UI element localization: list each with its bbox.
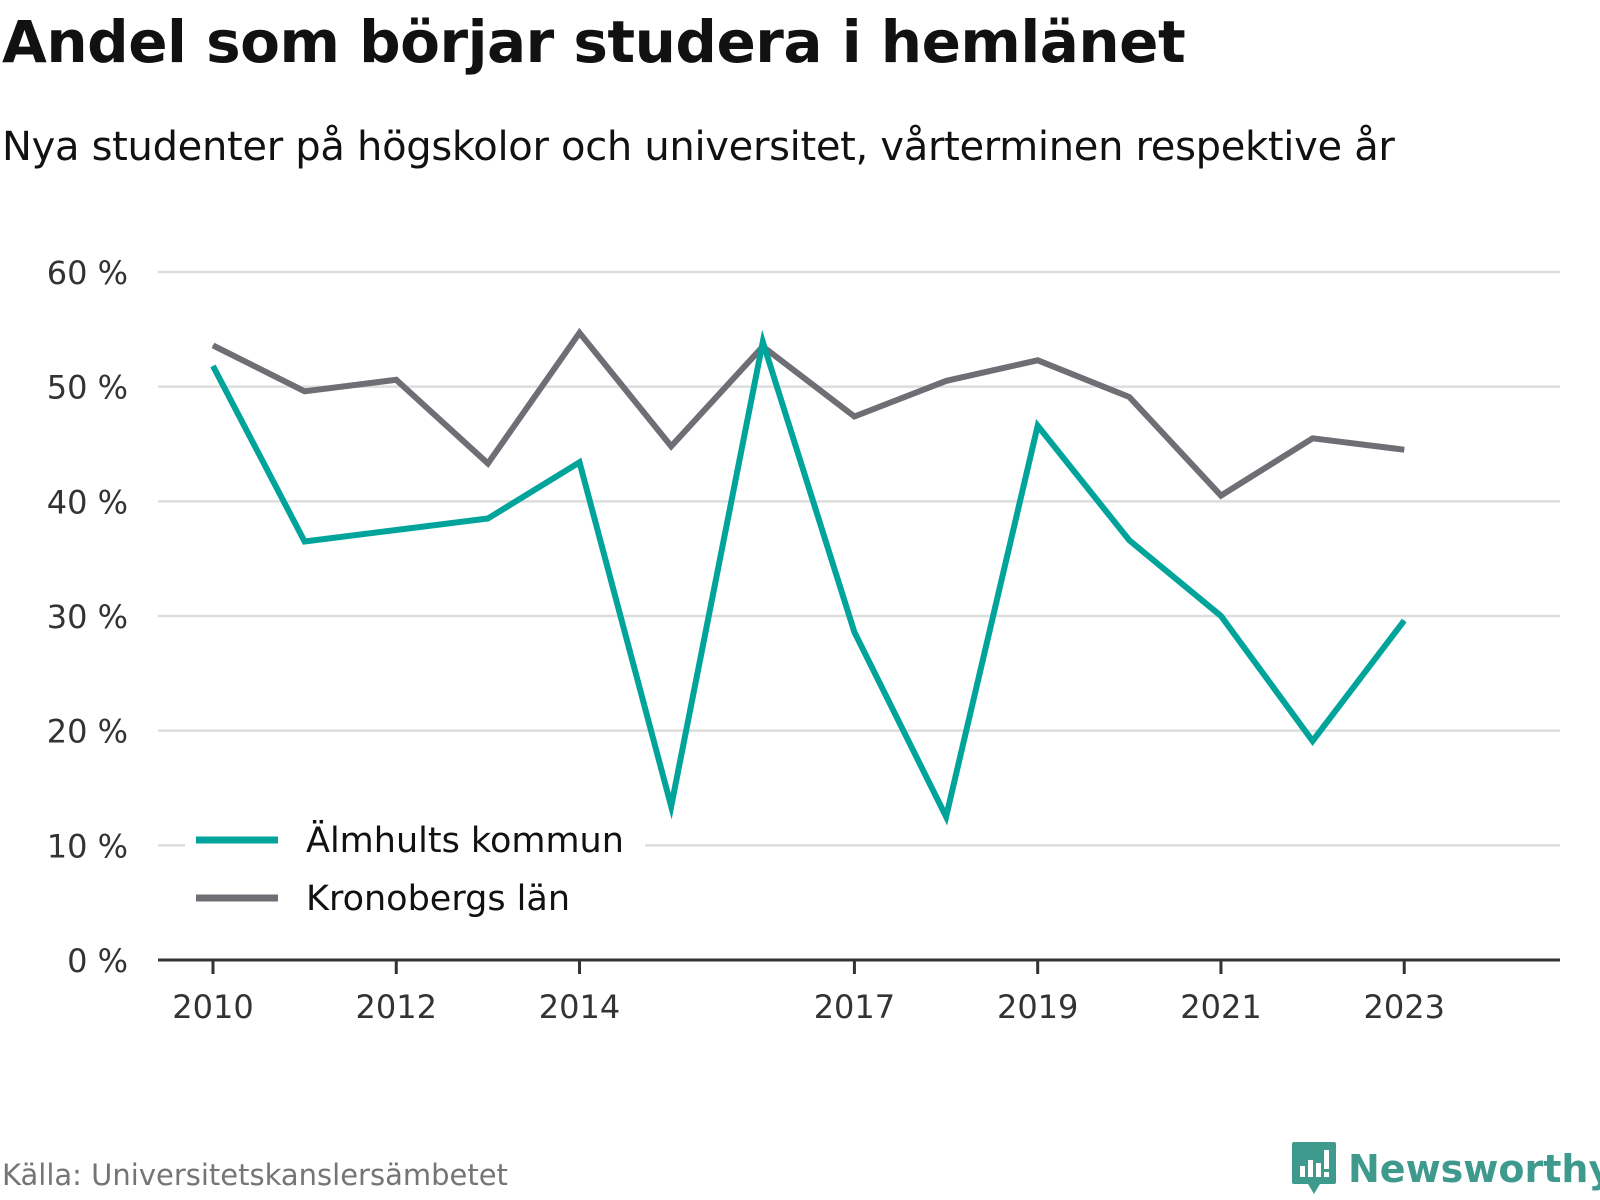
data-point (670, 445, 672, 447)
legend-label: Älmhults kommun (306, 819, 624, 861)
legend: Älmhults kommun Kronobergs län (185, 800, 645, 920)
x-tick-label: 2023 (1364, 988, 1445, 1026)
data-point (1403, 620, 1405, 622)
data-point (304, 390, 306, 392)
series-line-almhult (210, 329, 1407, 826)
chart-title: Andel som börjar studera i hemlänet (2, 8, 1186, 76)
x-tick-label: 2017 (814, 988, 895, 1026)
data-point (487, 462, 489, 464)
x-axis: 2010 2012 2014 2017 2019 2021 2023 (158, 958, 1560, 1026)
x-tick-label: 2014 (539, 988, 620, 1026)
y-axis-labels: 0 % 10 % 20 % 30 % 40 % 50 % 60 % (47, 254, 128, 980)
data-point (487, 518, 489, 520)
data-point (1220, 615, 1222, 617)
data-point (212, 365, 214, 367)
newsworthy-logo-icon (1292, 1142, 1336, 1194)
data-point (1312, 740, 1314, 742)
data-point (1128, 396, 1130, 398)
y-tick-label: 50 % (47, 369, 128, 407)
x-tick-label: 2010 (172, 988, 253, 1026)
data-point (670, 805, 672, 807)
legend-label: Kronobergs län (306, 879, 570, 919)
data-point (1037, 425, 1039, 427)
data-point (853, 415, 855, 417)
data-point (304, 540, 306, 542)
y-tick-label: 60 % (47, 254, 128, 292)
y-tick-label: 20 % (47, 713, 128, 751)
data-point (1128, 539, 1130, 541)
data-point (945, 816, 947, 818)
x-tick-label: 2021 (1180, 988, 1261, 1026)
y-tick-label: 0 % (67, 942, 128, 980)
data-point (395, 529, 397, 531)
y-tick-label: 40 % (47, 483, 128, 521)
data-point (1220, 495, 1222, 497)
x-tick-label: 2019 (997, 988, 1078, 1026)
chart-subtitle: Nya studenter på högskolor och universit… (2, 124, 1395, 170)
x-tick-label: 2012 (356, 988, 437, 1026)
data-point (1403, 449, 1405, 451)
line-chart: 0 % 10 % 20 % 30 % 40 % 50 % 60 % 2010 2012 2014… (47, 254, 1560, 1026)
series-line-kronoberg (211, 327, 1405, 500)
data-point (212, 344, 214, 346)
data-point (762, 341, 764, 343)
y-tick-label: 10 % (47, 827, 128, 865)
data-point (579, 332, 581, 334)
grid-lines (158, 270, 1560, 847)
data-point (395, 379, 397, 381)
data-point (945, 380, 947, 382)
data-point (579, 461, 581, 463)
data-point (1037, 359, 1039, 361)
data-point (853, 631, 855, 633)
data-point (1312, 437, 1314, 439)
source-note: Källa: Universitetskanslersämbetet (2, 1158, 508, 1192)
series-lines (210, 327, 1407, 826)
y-tick-label: 30 % (47, 598, 128, 636)
brand-name: Newsworthy (1348, 1147, 1600, 1191)
brand[interactable]: Newsworthy (1290, 1140, 1600, 1198)
